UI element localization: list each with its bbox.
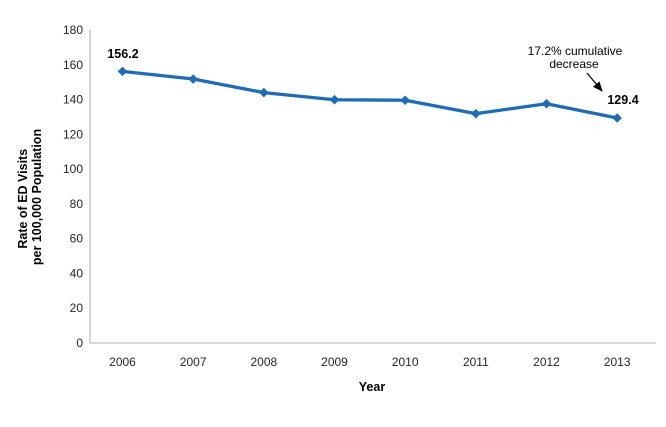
y-axis-title: Rate of ED Visits per 100,000 Population	[16, 129, 44, 265]
series-line	[120, 69, 619, 120]
x-tick-label: 2009	[321, 355, 348, 369]
y-tick-label: 20	[70, 301, 84, 315]
annotation-line1: 17.2% cumulative	[528, 44, 623, 58]
y-axis-title-line1: Rate of ED Visits	[16, 149, 30, 249]
y-tick-label: 40	[70, 266, 84, 280]
x-tick-label: 2007	[180, 355, 207, 369]
data-point-marker	[188, 74, 198, 84]
x-axis-title: Year	[359, 380, 386, 394]
data-point-marker	[259, 87, 269, 98]
annotation-line2: decrease	[549, 57, 599, 71]
x-tick-label: 2012	[533, 355, 560, 369]
y-tick-label: 120	[63, 127, 83, 141]
data-point-marker	[329, 94, 340, 105]
x-tick-label: 2010	[392, 355, 419, 369]
data-point-marker	[541, 98, 552, 109]
data-label-first-point: 156.2	[107, 47, 138, 61]
y-tick-label: 100	[63, 162, 83, 176]
y-tick-label: 60	[70, 232, 84, 246]
data-point-marker	[612, 113, 622, 123]
data-point-marker	[471, 108, 481, 119]
data-point-marker	[117, 66, 128, 77]
y-tick-label: 160	[63, 58, 83, 72]
data-label-last-point: 129.4	[607, 93, 638, 107]
y-tick-label: 0	[76, 336, 83, 350]
y-axis-title-line2: per 100,000 Population	[30, 129, 44, 265]
x-tick-label: 2008	[250, 355, 277, 369]
plot-area: 0 20 40 60 80 100 120 140 160 180 2006 2007 2008 2009…	[63, 23, 656, 369]
x-tick-label: 2011	[463, 355, 489, 369]
data-point-marker	[400, 95, 410, 106]
y-tick-label: 140	[63, 93, 83, 107]
x-tick-label: 2013	[604, 355, 631, 369]
y-tick-label: 180	[63, 23, 83, 37]
y-tick-label: 80	[70, 197, 84, 211]
x-tick-label: 2006	[109, 355, 136, 369]
annotation-arrow	[586, 72, 603, 92]
